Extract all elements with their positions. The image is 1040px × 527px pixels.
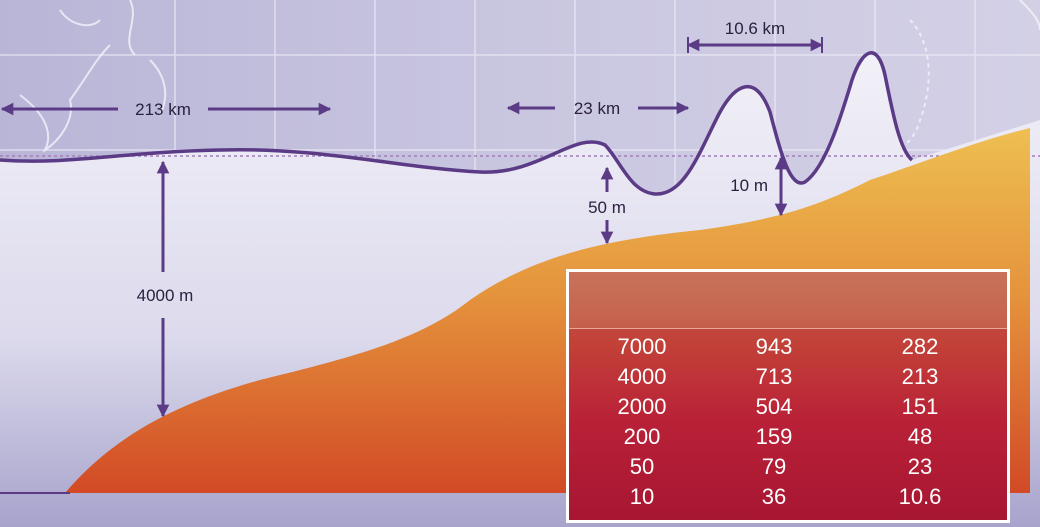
- depth-mid-label: 50 m: [588, 198, 626, 217]
- table-cell: 2000: [617, 394, 667, 419]
- table-cell: 213: [901, 364, 939, 389]
- table-cell: 79: [761, 454, 787, 479]
- table-cell: 151: [901, 394, 939, 419]
- wavelength-mid-label: 23 km: [574, 99, 620, 118]
- table-header: [569, 272, 1007, 329]
- table-cell: 10: [629, 484, 655, 509]
- table-cell: 504: [755, 394, 793, 419]
- tsunami-wave-profile: [0, 51, 914, 196]
- table-cell: 713: [755, 364, 793, 389]
- table-body: 7000 943 282 4000 713 213 2000 504 151 2…: [569, 332, 1007, 512]
- table-row: 50 79 23: [569, 452, 1007, 482]
- table-row: 200 159 48: [569, 422, 1007, 452]
- table-row: 7000 943 282: [569, 332, 1007, 362]
- table-cell: 48: [907, 424, 933, 449]
- table-row: 4000 713 213: [569, 362, 1007, 392]
- table-cell: 200: [623, 424, 661, 449]
- depth-deep-label: 4000 m: [137, 286, 194, 305]
- depth-shallow-label: 10 m: [730, 176, 768, 195]
- table-cell: 36: [761, 484, 787, 509]
- table-cell: 10.6: [898, 484, 942, 509]
- table-cell: 943: [755, 334, 793, 359]
- wavelength-deep-label: 213 km: [135, 100, 191, 119]
- table-row: 2000 504 151: [569, 392, 1007, 422]
- wavelength-shallow-label: 10.6 km: [725, 19, 785, 38]
- speed-wavelength-table: 7000 943 282 4000 713 213 2000 504 151 2…: [566, 269, 1010, 523]
- table-cell: 4000: [617, 364, 667, 389]
- table-cell: 23: [907, 454, 933, 479]
- table-row: 10 36 10.6: [569, 482, 1007, 512]
- table-cell: 50: [629, 454, 655, 479]
- table-cell: 159: [755, 424, 793, 449]
- table-cell: 282: [901, 334, 939, 359]
- table-cell: 7000: [617, 334, 667, 359]
